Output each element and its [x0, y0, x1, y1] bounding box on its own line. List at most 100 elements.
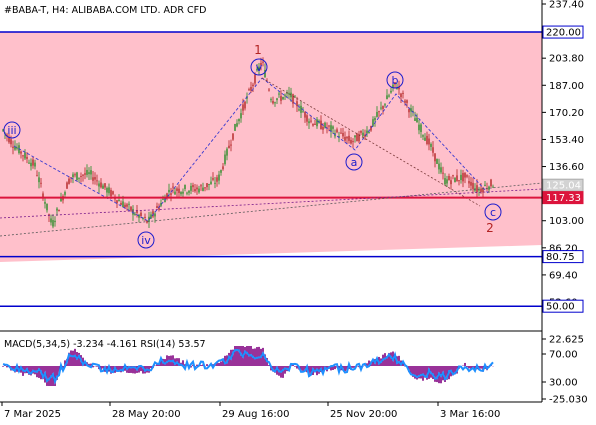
price-candle-body: [34, 162, 36, 167]
macd-bar: [150, 366, 152, 369]
macd-bar: [46, 366, 48, 386]
price-candle-body: [306, 115, 308, 122]
price-candle-body: [152, 211, 154, 217]
macd-bar: [420, 366, 422, 379]
price-candle-body: [252, 84, 254, 87]
price-candle-body: [128, 203, 130, 205]
price-candle-body: [406, 100, 408, 103]
price-candle-body: [316, 119, 318, 127]
price-candle-body: [298, 109, 300, 111]
macd-bar: [222, 358, 224, 366]
macd-bar: [376, 358, 378, 366]
price-candle-body: [174, 191, 176, 195]
macd-bar: [300, 366, 302, 371]
price-candle-body: [172, 186, 174, 188]
macd-bar: [464, 362, 466, 366]
macd-bar: [218, 362, 220, 366]
price-tick-label: 86.20: [549, 243, 578, 254]
macd-bar: [96, 366, 98, 367]
price-candle-body: [444, 178, 446, 185]
price-candle-body: [450, 180, 452, 185]
price-candle-body: [104, 183, 106, 188]
price-candle-body: [476, 185, 478, 193]
price-candle-body: [418, 124, 420, 131]
macd-bar: [330, 366, 332, 371]
wave-label: b: [392, 74, 399, 87]
price-tick-label: 153.40: [549, 135, 584, 146]
macd-bar: [256, 347, 258, 366]
price-candle-body: [436, 159, 438, 164]
price-candle-body: [410, 108, 412, 112]
macd-bar: [352, 366, 354, 368]
wave-label-circle: [250, 58, 268, 76]
price-candle-body: [272, 101, 274, 104]
macd-bar: [246, 346, 248, 366]
price-candle-body: [342, 132, 344, 137]
price-candle-body: [88, 172, 90, 175]
price-tick-label: 237.40: [549, 0, 584, 11]
macd-bar: [366, 363, 368, 366]
price-candle-body: [196, 187, 198, 190]
price-candle-body: [188, 190, 190, 193]
price-candle-body: [208, 183, 210, 185]
macd-bar: [88, 363, 90, 366]
wave-label: iv: [141, 234, 151, 247]
macd-bar: [424, 366, 426, 378]
macd-bar: [34, 366, 36, 375]
price-candle-body: [220, 170, 222, 173]
price-candle-body: [408, 109, 410, 113]
price-candle-body: [258, 66, 260, 71]
price-candle-body: [50, 218, 52, 223]
price-candle-body: [480, 188, 482, 193]
price-candle-body: [390, 90, 392, 93]
price-axis: 237.40 220.00 203.80 187.00 170.20 153.40 136.…: [542, 0, 584, 313]
macd-bar: [132, 366, 134, 374]
macd-bar: [64, 360, 66, 366]
price-candle-body: [302, 111, 304, 113]
price-candle-body: [32, 159, 34, 166]
price-candle-body: [358, 133, 360, 142]
price-candle-body: [284, 94, 286, 96]
macd-bar: [410, 366, 412, 374]
price-candle-body: [382, 106, 384, 109]
price-candle-body: [78, 177, 80, 179]
price-candle-body: [116, 200, 118, 204]
price-candle-body: [76, 172, 78, 181]
price-candle-body: [350, 139, 352, 144]
price-candle-body: [102, 185, 104, 189]
price-candle-body: [68, 178, 70, 184]
price-candle-body: [336, 129, 338, 133]
price-candle-body: [440, 167, 442, 173]
price-candle-body: [292, 94, 294, 104]
macd-bar: [196, 364, 198, 366]
price-candle-body: [278, 93, 280, 95]
macd-bar: [2, 366, 4, 367]
trend-line-upper: [0, 188, 543, 219]
time-tick-label: 28 May 20:00: [112, 409, 181, 420]
macd-bar: [182, 360, 184, 366]
macd-bar: [112, 366, 114, 373]
macd-bar: [6, 366, 8, 368]
wave-label-circle: [484, 203, 502, 221]
price-candle-body: [200, 185, 202, 187]
price-badge: [542, 250, 584, 264]
price-candles: [2, 57, 494, 229]
price-candle-body: [10, 139, 12, 145]
price-candle-body: [242, 104, 244, 111]
price-candle-body: [12, 146, 14, 148]
price-candle-body: [210, 181, 212, 185]
price-candle-body: [158, 206, 160, 210]
price-candle-body: [468, 181, 470, 184]
indicator-tick-label: 30.00: [549, 378, 578, 389]
price-candle-body: [426, 135, 428, 144]
macd-bar: [238, 346, 240, 366]
macd-bar: [56, 366, 58, 380]
macd-bar: [134, 366, 136, 374]
price-candle-body: [344, 136, 346, 141]
price-candle-body: [160, 203, 162, 206]
price-candle-body: [384, 104, 386, 106]
price-candle-body: [424, 137, 426, 141]
price-candle-body: [232, 133, 234, 140]
price-candle-body: [372, 119, 374, 126]
macd-bar: [116, 366, 118, 372]
